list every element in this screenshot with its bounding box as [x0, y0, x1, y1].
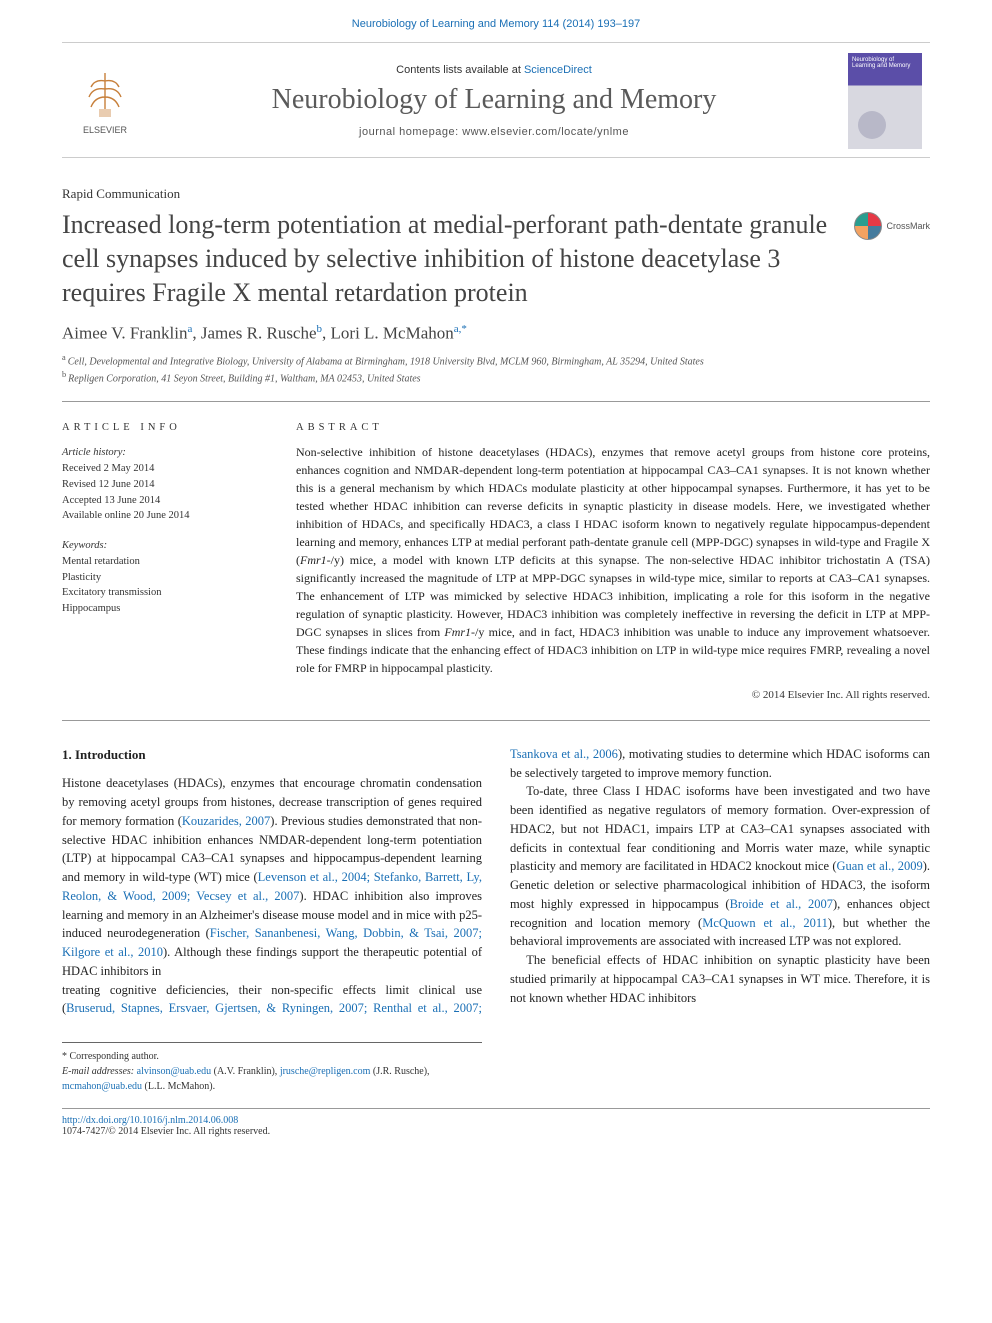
- contents-line: Contents lists available at ScienceDirec…: [140, 64, 848, 76]
- cover-text: Neurobiology of Learning and Memory: [852, 57, 910, 69]
- journal-banner: ELSEVIER Contents lists available at Sci…: [62, 42, 930, 158]
- journal-name: Neurobiology of Learning and Memory: [140, 84, 848, 116]
- elsevier-tree-icon: [77, 67, 133, 123]
- contents-prefix: Contents lists available at: [396, 64, 524, 76]
- journal-cover-thumb[interactable]: Neurobiology of Learning and Memory: [848, 53, 922, 149]
- abstract-text: Non-selective inhibition of histone deac…: [296, 443, 930, 677]
- article-title: Increased long-term potentiation at medi…: [62, 208, 834, 309]
- doi-link[interactable]: http://dx.doi.org/10.1016/j.nlm.2014.06.…: [62, 1115, 238, 1126]
- article-info-column: ARTICLE INFO Article history: Received 2…: [62, 420, 262, 704]
- section-heading: 1. Introduction: [62, 745, 482, 765]
- crossmark-badge[interactable]: CrossMark: [854, 212, 930, 240]
- keywords-label: Keywords:: [62, 538, 262, 554]
- banner-center: Contents lists available at ScienceDirec…: [140, 64, 848, 138]
- email-addresses: E-mail addresses: alvinson@uab.edu (A.V.…: [62, 1064, 482, 1094]
- article-info-heading: ARTICLE INFO: [62, 420, 262, 436]
- article-type: Rapid Communication: [62, 186, 930, 202]
- elsevier-name: ELSEVIER: [83, 125, 127, 135]
- elsevier-logo[interactable]: ELSEVIER: [70, 67, 140, 135]
- footnotes: * Corresponding author. E-mail addresses…: [62, 1042, 482, 1094]
- authors: Aimee V. Franklina, James R. Ruscheb, Lo…: [62, 323, 930, 344]
- history-list: Received 2 May 2014Revised 12 June 2014A…: [62, 461, 262, 524]
- abstract-copyright: © 2014 Elsevier Inc. All rights reserved…: [296, 687, 930, 704]
- crossmark-icon: [854, 212, 882, 240]
- divider: [62, 720, 930, 721]
- header-citation: Neurobiology of Learning and Memory 114 …: [0, 0, 992, 42]
- crossmark-label: CrossMark: [886, 221, 930, 231]
- body-text: 1. Introduction Histone deacetylases (HD…: [62, 745, 930, 1018]
- issn-copyright: 1074-7427/© 2014 Elsevier Inc. All right…: [62, 1126, 930, 1137]
- keywords-list: Mental retardationPlasticityExcitatory t…: [62, 554, 262, 617]
- abstract-heading: ABSTRACT: [296, 420, 930, 436]
- sciencedirect-link[interactable]: ScienceDirect: [524, 64, 592, 76]
- history-label: Article history:: [62, 445, 262, 461]
- doi-block: http://dx.doi.org/10.1016/j.nlm.2014.06.…: [62, 1108, 930, 1137]
- homepage-line: journal homepage: www.elsevier.com/locat…: [140, 126, 848, 138]
- affiliations: aCell, Developmental and Integrative Bio…: [62, 352, 930, 387]
- corresponding-author: * Corresponding author.: [62, 1049, 482, 1064]
- abstract-column: ABSTRACT Non-selective inhibition of his…: [296, 420, 930, 704]
